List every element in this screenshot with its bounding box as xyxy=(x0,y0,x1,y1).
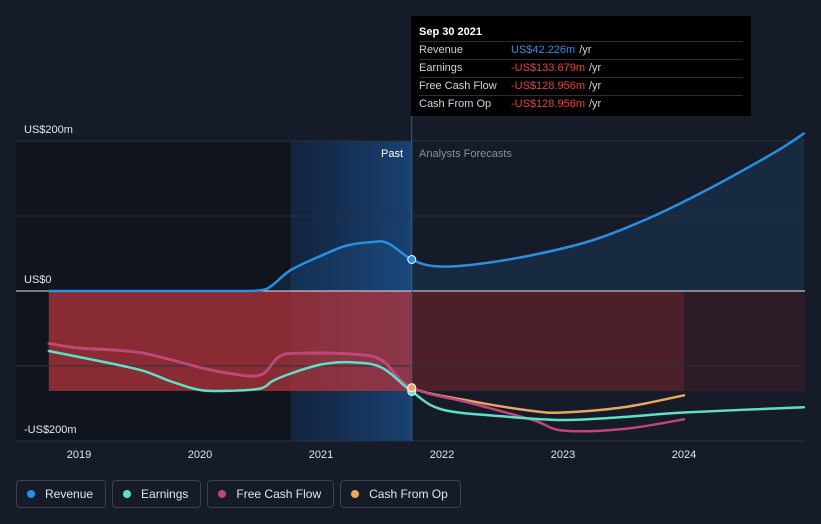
tooltip-row: Earnings -US$133.679m/yr xyxy=(419,59,743,77)
legend-item-free-cash-flow[interactable]: Free Cash Flow xyxy=(207,480,335,508)
marker-revenue xyxy=(407,255,417,264)
legend-label: Cash From Op xyxy=(369,487,448,501)
y-label-bottom: -US$200m xyxy=(24,424,77,436)
legend-dot-icon xyxy=(123,490,132,498)
legend-item-earnings[interactable]: Earnings xyxy=(112,480,202,508)
revenue-area xyxy=(48,133,804,292)
legend: Revenue Earnings Free Cash Flow Cash From O… xyxy=(16,480,461,508)
period-label-forecast: Analysts Forecasts xyxy=(419,148,512,160)
series-line-earnings xyxy=(47,349,806,422)
chart-fills xyxy=(48,133,805,391)
y-label-top: US$200m xyxy=(24,124,73,136)
loss-area-past xyxy=(48,291,412,391)
tooltip-rows: Revenue US$42.226m/yr Earnings -US$133.679m… xyxy=(419,41,743,113)
chart-labels: US$200m US$0 -US$200m Past Analysts Fore… xyxy=(24,124,512,436)
tooltip-row-value: -US$128.956m xyxy=(511,80,585,92)
tooltip-row: Free Cash Flow -US$128.956m/yr xyxy=(419,77,743,95)
legend-dot-icon xyxy=(27,490,35,498)
period-label-past: Past xyxy=(381,148,403,160)
x-tick-label: 2019 xyxy=(67,449,91,461)
legend-item-revenue[interactable]: Revenue xyxy=(16,480,107,508)
x-tick-label: 2024 xyxy=(672,449,696,461)
x-axis-ticks: 2019 2020 2021 2022 2023 2024 xyxy=(67,449,696,461)
loss-area-forecast xyxy=(411,291,684,391)
tooltip-row-label: Revenue xyxy=(419,44,464,56)
legend-label: Free Cash Flow xyxy=(236,487,322,501)
tooltip-row: Revenue US$42.226m/yr xyxy=(419,41,743,59)
tooltip-row-label: Cash From Op xyxy=(419,98,492,110)
x-tick-label: 2021 xyxy=(309,449,333,461)
tooltip-row-label: Earnings xyxy=(419,62,463,74)
tooltip-row-unit: /yr xyxy=(589,80,602,92)
series-line-free-cash-flow xyxy=(47,342,686,433)
tooltip-date: Sep 30 2021 xyxy=(419,26,482,38)
marker-cash-from-op xyxy=(407,383,417,393)
legend-label: Revenue xyxy=(45,487,94,501)
tooltip-row-value: -US$133.679m xyxy=(511,62,585,74)
loss-area-extended xyxy=(684,291,805,391)
tooltip-row: Cash From Op -US$128.956m/yr xyxy=(419,95,743,113)
series-line-revenue xyxy=(47,132,806,293)
chart-markers xyxy=(407,255,417,396)
tooltip-row-value: US$42.226m xyxy=(511,44,576,56)
tooltip-row-unit: /yr xyxy=(589,98,602,110)
tooltip-row-unit: /yr xyxy=(589,62,602,74)
x-tick-label: 2020 xyxy=(188,449,212,461)
tooltip: Sep 30 2021 Revenue US$42.226m/yr Earnings… xyxy=(411,16,751,116)
legend-item-cash-from-op[interactable]: Cash From Op xyxy=(340,480,461,508)
chart-series-lines xyxy=(47,132,806,433)
y-label-zero: US$0 xyxy=(24,274,52,286)
x-tick-label: 2022 xyxy=(430,449,454,461)
tooltip-row-label: Free Cash Flow xyxy=(419,80,497,92)
tooltip-row-unit: /yr xyxy=(579,44,592,56)
tooltip-row-value: -US$128.956m xyxy=(511,98,585,110)
x-tick-label: 2023 xyxy=(551,449,575,461)
legend-dot-icon xyxy=(218,490,227,498)
legend-dot-icon xyxy=(351,490,360,498)
legend-label: Earnings xyxy=(141,487,189,501)
